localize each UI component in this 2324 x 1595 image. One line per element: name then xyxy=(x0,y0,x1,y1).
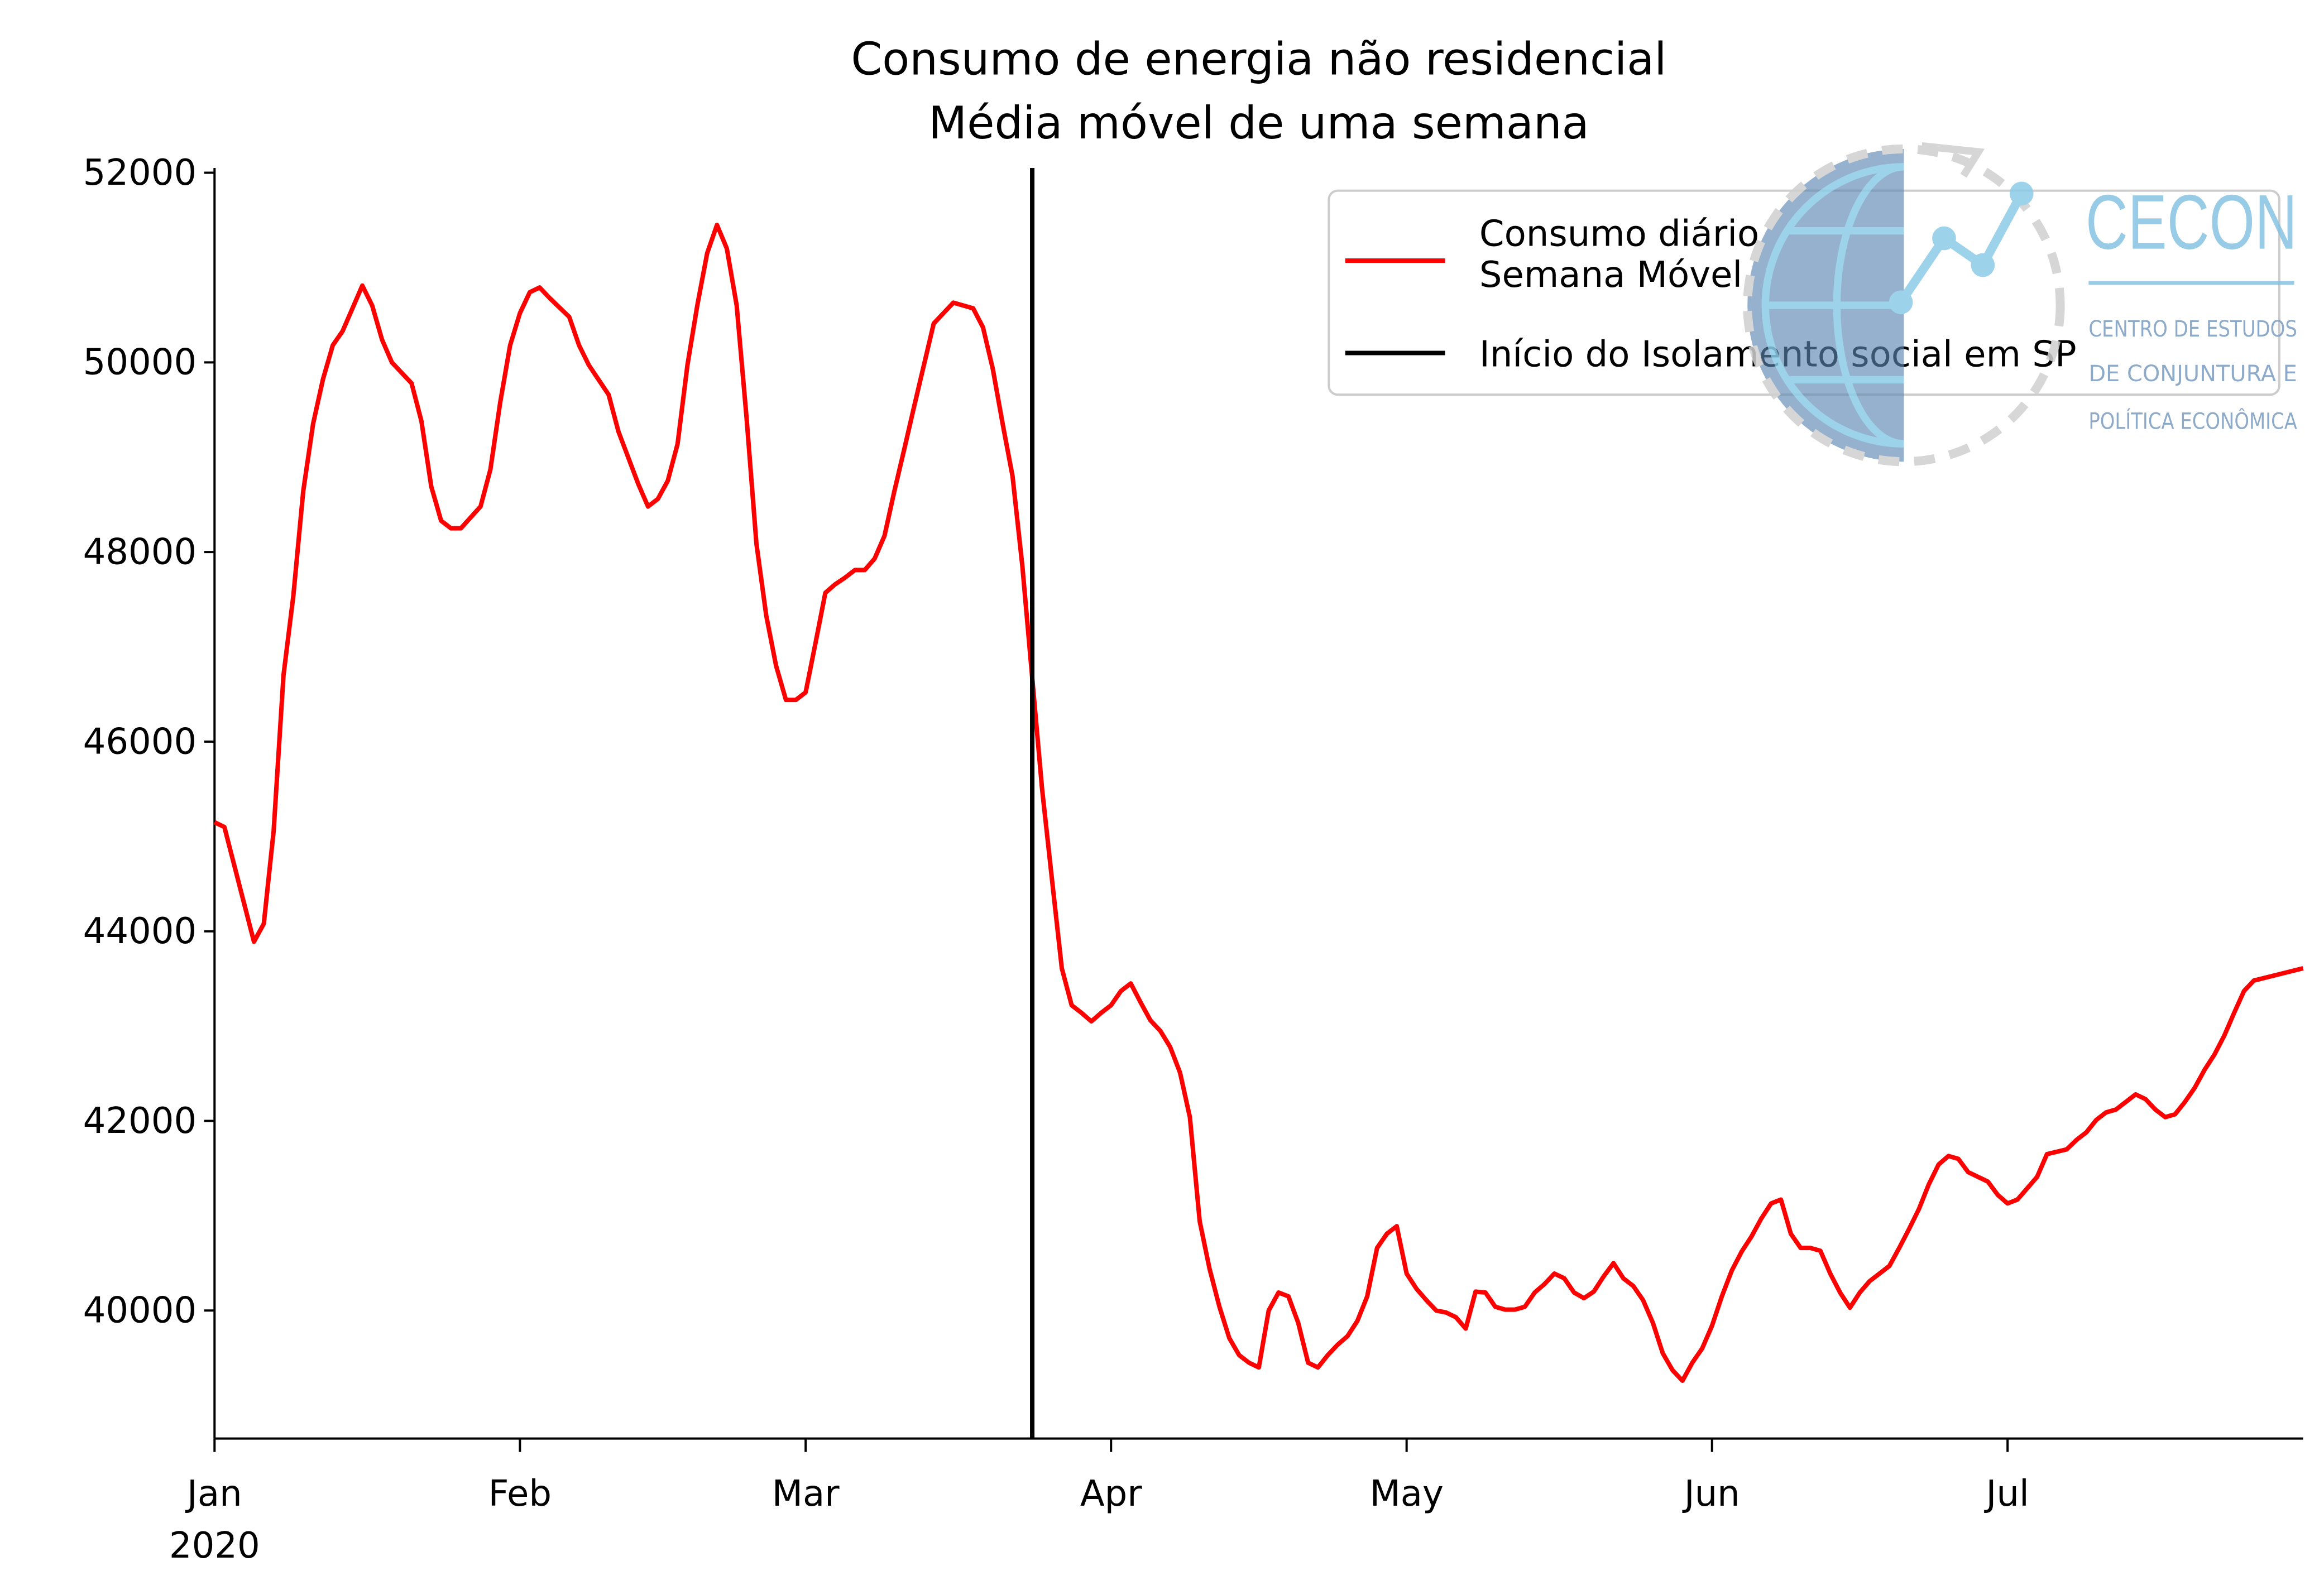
y-tick-label: 48000 xyxy=(83,531,197,573)
data-line xyxy=(213,222,2304,1383)
logo-text: POLÍTICA ECONÔMICA xyxy=(2088,408,2297,435)
x-tick-label: Apr xyxy=(1080,1473,1142,1515)
plot-area: 40000 42000 44000 46000 48000 50000 52000 Jan Fe… xyxy=(83,152,2304,1567)
logo-line xyxy=(1897,191,2026,305)
logo-text: CENTRO DE ESTUDOS xyxy=(2088,316,2297,342)
x-tick-label: May xyxy=(1369,1473,1443,1515)
logo-arrow xyxy=(1921,142,1985,178)
logo: CECON CENTRO DE ESTUDOS DE CONJUNTURA E … xyxy=(1743,142,2297,467)
logo-name: CECON xyxy=(2086,179,2297,266)
y-tick-label: 50000 xyxy=(83,342,197,383)
y-tick-label: 46000 xyxy=(83,721,197,762)
logo-dot xyxy=(2009,181,2034,206)
x-tick-label: Mar xyxy=(772,1473,840,1515)
x-tick-label: Jun xyxy=(1682,1473,1740,1515)
y-tick-label: 42000 xyxy=(83,1101,197,1142)
logo-text: DE CONJUNTURA E xyxy=(2088,361,2297,387)
x-year-label: 2020 xyxy=(169,1525,260,1567)
y-tick-label: 40000 xyxy=(83,1290,197,1332)
legend-label: Consumo diário Semana Móvel xyxy=(1479,213,1759,296)
y-tick-label: 52000 xyxy=(83,152,197,194)
x-tick-label: Jan xyxy=(185,1473,242,1515)
x-tick-label: Jul xyxy=(1984,1473,2029,1515)
chart-title: Consumo de energia não residencial xyxy=(851,33,1666,85)
y-tick-label: 44000 xyxy=(83,911,197,952)
logo-dot xyxy=(1932,226,1956,251)
logo-dot xyxy=(1971,253,1995,277)
chart-subtitle: Média móvel de uma semana xyxy=(928,97,1589,149)
logo-dot xyxy=(1889,290,1913,315)
logo-ring xyxy=(1743,144,2065,467)
logo-grid xyxy=(1761,163,1904,448)
x-tick-label: Feb xyxy=(488,1473,552,1515)
